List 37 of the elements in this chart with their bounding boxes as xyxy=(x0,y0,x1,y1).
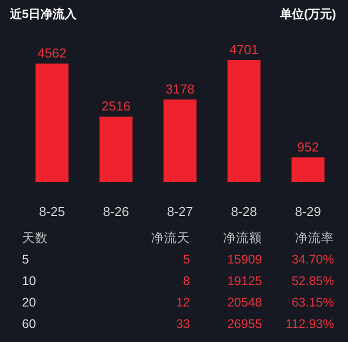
text: 60 xyxy=(22,317,36,331)
data-label: 4701 xyxy=(230,42,258,57)
text: 5 xyxy=(183,252,190,266)
text: 净流天 xyxy=(151,230,190,245)
text: 63.15% xyxy=(292,296,334,310)
text: 净流率 xyxy=(295,230,334,245)
bar xyxy=(292,157,324,182)
text: 20548 xyxy=(227,296,262,310)
text: 10 xyxy=(22,274,36,288)
text: 5 xyxy=(22,252,29,266)
x-tick-label: 8-28 xyxy=(230,204,258,219)
data-label: 3178 xyxy=(166,82,194,97)
text: 112.93% xyxy=(286,317,334,331)
text: 8 xyxy=(183,274,190,288)
bar xyxy=(100,116,132,182)
data-label: 4562 xyxy=(38,46,66,61)
data-label: 2516 xyxy=(102,98,130,114)
chart-subtitle: 单位(万元) xyxy=(279,7,336,21)
text: 20 xyxy=(22,296,36,310)
text: 26955 xyxy=(227,317,262,331)
x-tick-label: 8-27 xyxy=(166,204,194,219)
text: 净流额 xyxy=(223,230,262,245)
bar xyxy=(228,60,260,182)
text: 天数 xyxy=(22,231,48,245)
bar xyxy=(36,64,68,182)
text: 19125 xyxy=(227,274,262,288)
data-label: 952 xyxy=(297,139,319,154)
text: 12 xyxy=(176,296,190,310)
text: 33 xyxy=(176,317,190,331)
chart-title: 近5日净流入 xyxy=(9,7,78,21)
x-tick-label: 8-29 xyxy=(294,204,322,219)
x-tick-label: 8-26 xyxy=(102,204,130,219)
text: 15909 xyxy=(227,252,262,266)
bar xyxy=(164,100,196,182)
text: 52.85% xyxy=(292,274,334,288)
text: 34.70% xyxy=(292,252,334,266)
x-tick-label: 8-25 xyxy=(38,204,66,219)
